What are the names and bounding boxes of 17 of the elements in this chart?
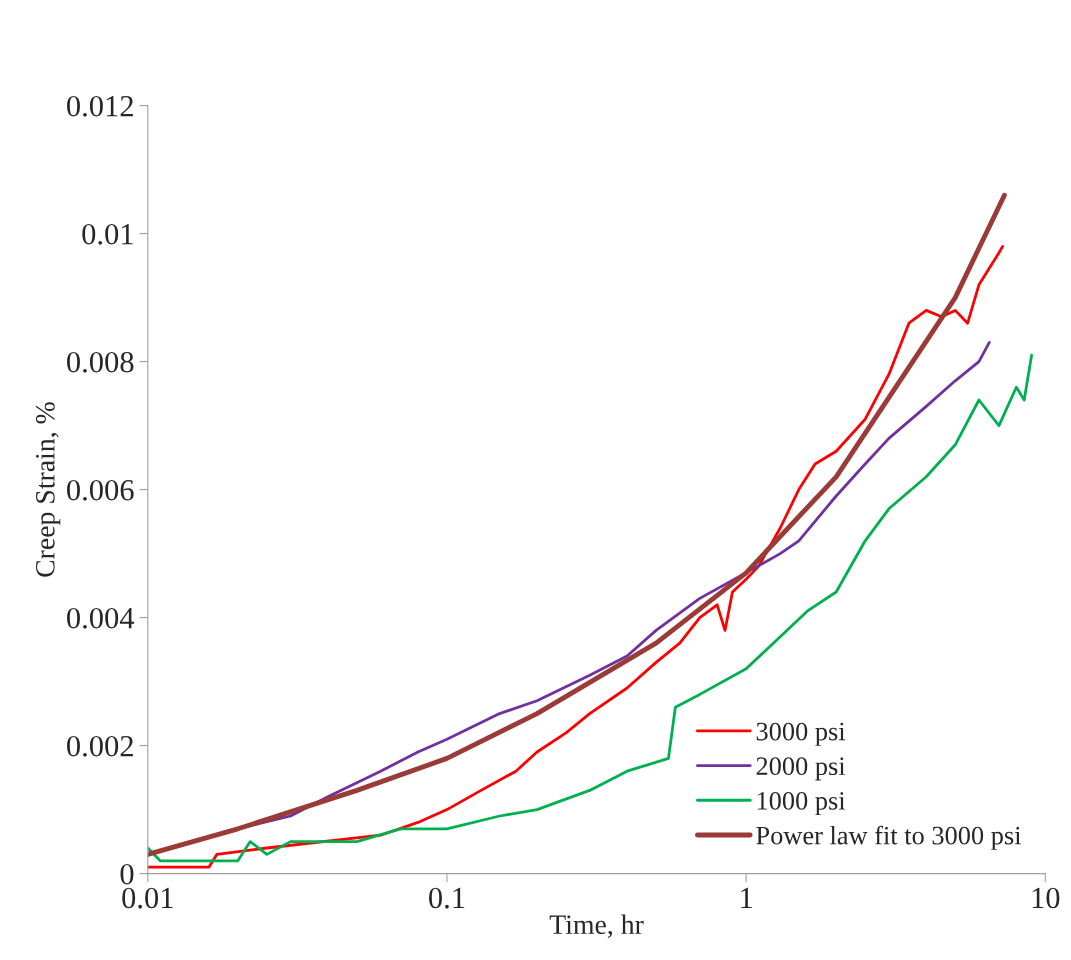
y-tick-label: 0.012 bbox=[67, 95, 133, 117]
y-tick-label: 0.004 bbox=[67, 607, 135, 629]
legend-label: 3000 psi bbox=[756, 722, 846, 746]
x-tick-label: 1 bbox=[741, 887, 752, 908]
x-axis-title: Time, hr bbox=[549, 914, 644, 939]
y-tick-label: 0.01 bbox=[82, 223, 133, 245]
y-tick-label: 0.008 bbox=[67, 351, 134, 373]
y-tick-label: 0.002 bbox=[67, 735, 133, 757]
y-tick-label: 0.006 bbox=[67, 479, 134, 501]
legend-label: 1000 psi bbox=[757, 791, 846, 816]
legend-label: 2000 psi bbox=[756, 757, 846, 781]
y-axis-title: Creep Strain, % bbox=[35, 402, 61, 577]
y-tick-label: 0 bbox=[120, 863, 134, 885]
legend-label: Power law fit to 3000 psi bbox=[756, 825, 1022, 850]
x-tick-label: 0.01 bbox=[122, 887, 173, 909]
x-tick-label: 0.1 bbox=[429, 887, 465, 909]
x-tick-label: 10 bbox=[1032, 887, 1060, 909]
